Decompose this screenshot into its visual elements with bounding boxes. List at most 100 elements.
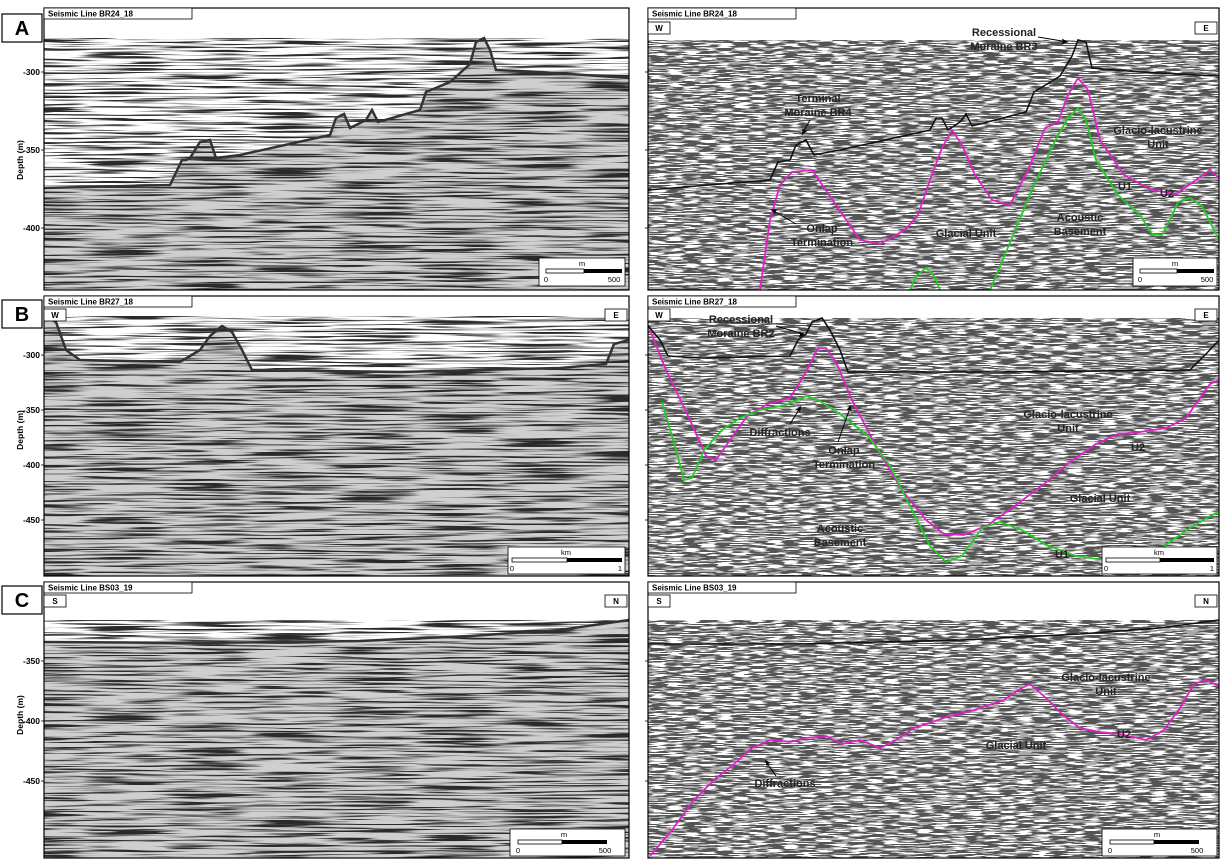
panel-title: Seismic Line BR27_18 (652, 298, 737, 307)
svg-text:Termination: Termination (791, 237, 853, 249)
u2-horizon (759, 76, 1219, 290)
svg-text:Recessional: Recessional (972, 27, 1036, 39)
svg-text:Basement: Basement (1054, 226, 1107, 238)
annotation: Glacial Unit (936, 228, 997, 240)
svg-text:m: m (1172, 259, 1178, 268)
svg-text:Glacio-lacustrine: Glacio-lacustrine (1113, 125, 1202, 137)
u1-horizon (989, 106, 1219, 290)
seafloor-horizon (648, 619, 1219, 645)
depth-ticks: -300 -350 -400 -450 (23, 350, 40, 525)
u2-horizon (649, 679, 1219, 857)
svg-text:Moraine BR3: Moraine BR3 (970, 41, 1037, 53)
interpreted-panel: Seismic Line BR24_18 W E Recessional Mor… (647, 7, 1220, 291)
svg-text:Onlap: Onlap (806, 223, 837, 235)
svg-text:Diffractions: Diffractions (754, 778, 815, 790)
scale-bar: m 0 500 (538, 257, 626, 287)
svg-text:500: 500 (608, 275, 621, 284)
svg-text:Moraine BR2: Moraine BR2 (707, 328, 774, 340)
svg-text:km: km (561, 548, 571, 557)
svg-text:Acoustic: Acoustic (817, 523, 863, 535)
annotation: Acoustic Basement (814, 523, 867, 549)
scale-bar: km 0 1 (507, 546, 626, 575)
annotation: U1 (1118, 181, 1132, 193)
scale-bar: m 0 500 (1132, 257, 1218, 287)
panel-letter-box (1, 585, 43, 615)
seafloor-horizon (648, 317, 1219, 373)
panel-title: Seismic Line BR24_18 (48, 10, 133, 19)
depth-tick: -350 (23, 656, 40, 666)
depth-tick: -350 (23, 405, 40, 415)
depth-tick: -300 (23, 67, 40, 77)
annotation: Glacio-lacustrine Unit (1061, 672, 1150, 698)
direction-north: N (1203, 597, 1209, 606)
direction-north: N (613, 597, 619, 606)
depth-ticks: -300 -350 -400 (23, 67, 40, 233)
direction-south: S (52, 597, 58, 606)
depth-tick: -450 (23, 776, 40, 786)
svg-text:Recessional: Recessional (709, 314, 773, 326)
depth-axis-label: Depth (m) (15, 410, 25, 450)
direction-east: E (1203, 24, 1209, 33)
direction-west: W (51, 311, 59, 320)
svg-text:Moraine BR4: Moraine BR4 (784, 107, 852, 119)
svg-text:Diffractions: Diffractions (749, 427, 810, 439)
panel-letter-box (1, 299, 43, 329)
annotation: U1 (1055, 549, 1069, 561)
scale-bar: m 0 500 (1101, 828, 1218, 857)
svg-text:500: 500 (1191, 846, 1204, 855)
svg-text:Terminal: Terminal (795, 93, 840, 105)
svg-text:Acoustic: Acoustic (1057, 212, 1103, 224)
annotation: U2 (1131, 442, 1145, 454)
row-b: B Depth (m) -300 -350 -400 -450 Seismic … (1, 295, 1220, 577)
interpreted-panel: Seismic Line BS03_19 S N Glacio-lacustri… (647, 581, 1220, 859)
svg-text:Glacio-lacustrine: Glacio-lacustrine (1061, 672, 1150, 684)
annotation: U2 (1160, 188, 1174, 200)
annotation: Acoustic Basement (1054, 212, 1107, 238)
annotation: Recessional Moraine BR3 (970, 27, 1069, 53)
depth-tick: -400 (23, 460, 40, 470)
svg-text:0: 0 (1138, 275, 1142, 284)
raw-seismic-panel: Seismic Line BR27_18 W E km 0 1 (43, 295, 630, 577)
raw-seismic-panel: Seismic Line BR24_18 m 0 500 (43, 7, 630, 291)
svg-text:0: 0 (516, 846, 520, 855)
svg-text:Unit: Unit (1057, 423, 1079, 435)
svg-text:0: 0 (1108, 846, 1112, 855)
interpreted-panel: Seismic Line BR27_18 W E Recessional Mor… (647, 295, 1220, 577)
panel-title: Seismic Line BR27_18 (48, 298, 133, 307)
annotation: Glacial Unit (986, 740, 1047, 752)
svg-text:km: km (1154, 548, 1164, 557)
svg-text:500: 500 (599, 846, 612, 855)
svg-text:Basement: Basement (814, 537, 867, 549)
depth-tick: -350 (23, 145, 40, 155)
annotation: Glacial Unit (1070, 493, 1131, 505)
svg-text:m: m (1154, 830, 1160, 839)
annotation: Diffractions (749, 406, 811, 439)
depth-tick: -400 (23, 223, 40, 233)
panel-title: Seismic Line BR24_18 (652, 10, 737, 19)
annotation: U2 (1117, 729, 1131, 741)
direction-west: W (655, 311, 663, 320)
svg-text:Termination: Termination (813, 459, 875, 471)
svg-text:1: 1 (1210, 564, 1214, 573)
svg-text:m: m (561, 830, 567, 839)
svg-text:0: 0 (510, 564, 514, 573)
annotation: Diffractions (754, 760, 816, 790)
seafloor-horizon (648, 39, 1219, 191)
axis-ticks (41, 71, 648, 782)
svg-text:0: 0 (544, 275, 548, 284)
direction-east: E (1203, 311, 1209, 320)
panel-letter: C (15, 590, 29, 612)
svg-text:Glacio-lacustrine: Glacio-lacustrine (1023, 409, 1112, 421)
depth-axis-label: Depth (m) (15, 695, 25, 735)
depth-tick: -450 (23, 515, 40, 525)
svg-text:500: 500 (1201, 275, 1214, 284)
panel-title: Seismic Line BS03_19 (652, 584, 737, 593)
panel-title: Seismic Line BS03_19 (48, 584, 133, 593)
depth-ticks: -350 -400 -450 (23, 656, 40, 786)
svg-text:Unit: Unit (1095, 686, 1117, 698)
annotation: Recessional Moraine BR2 (707, 314, 805, 340)
depth-tick: -400 (23, 716, 40, 726)
depth-tick: -300 (23, 350, 40, 360)
annotation: Glacio-lacustrine Unit (1023, 409, 1112, 435)
direction-east: E (613, 311, 619, 320)
